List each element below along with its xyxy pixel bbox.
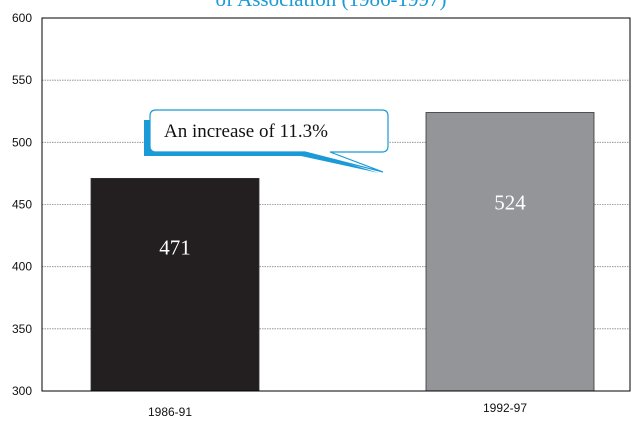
y-tick-label: 500	[12, 135, 32, 149]
bar	[90, 177, 260, 392]
y-tick-label: 300	[12, 384, 32, 398]
y-tick-label: 600	[12, 11, 32, 25]
y-tick-label: 550	[12, 73, 32, 87]
data-labels: 471 524	[159, 191, 526, 260]
annotation-callout: An increase of 11.3%	[144, 109, 389, 173]
x-tick-label: 1992-97	[483, 401, 527, 415]
y-tick-label: 400	[12, 260, 32, 274]
data-label: 471	[159, 235, 191, 259]
plot-frame	[41, 17, 631, 392]
bars	[90, 112, 595, 392]
callout-shadow	[144, 120, 379, 173]
callout-bubble	[149, 109, 389, 173]
data-label: 524	[494, 191, 526, 215]
x-tick-label: 1986-91	[148, 405, 192, 419]
bar	[425, 112, 595, 392]
y-tick-label: 350	[12, 322, 32, 336]
y-axis-ticks: 300 350 400 450 500 550 600	[12, 11, 32, 398]
chart-title: of Association (1986-1997)	[216, 0, 447, 11]
x-axis-labels: 1986-91 1992-97	[148, 401, 527, 419]
callout-text: An increase of 11.3%	[164, 121, 328, 142]
y-tick-label: 450	[12, 198, 32, 212]
